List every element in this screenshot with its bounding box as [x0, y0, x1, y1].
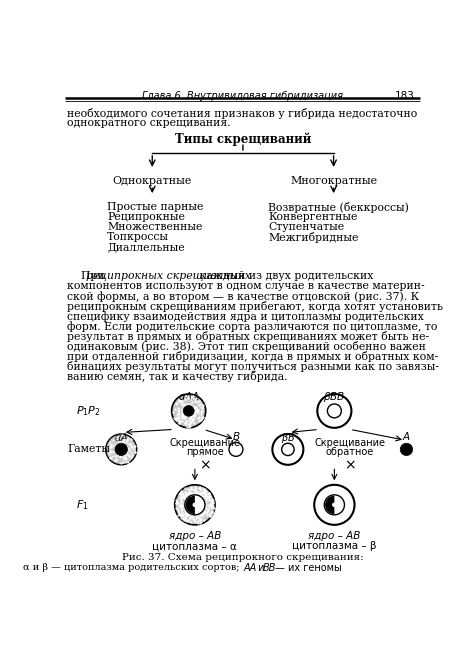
Text: ванию семян, так и качеству гибрида.: ванию семян, так и качеству гибрида.: [67, 371, 288, 382]
Circle shape: [400, 444, 413, 456]
Text: Глава 6. Внутривидовая гибридизация: Глава 6. Внутривидовая гибридизация: [142, 90, 344, 100]
Circle shape: [229, 442, 243, 456]
Circle shape: [175, 485, 215, 525]
Text: AA: AA: [244, 563, 257, 573]
Text: реципрокным скрещиваниям прибегают, когда хотят установить: реципрокным скрещиваниям прибегают, когд…: [67, 301, 443, 312]
Text: одинаковым (рис. 38). Этот тип скрещиваний особенно важен: одинаковым (рис. 38). Этот тип скрещиван…: [67, 341, 426, 352]
Text: $\beta B$: $\beta B$: [281, 431, 295, 445]
Circle shape: [115, 444, 128, 456]
Circle shape: [185, 495, 205, 515]
Text: Топкроссы: Топкроссы: [107, 232, 169, 242]
Text: Реципрокные: Реципрокные: [107, 212, 185, 222]
Text: Гаметы: Гаметы: [67, 444, 110, 454]
Text: форм. Если родительские сорта различаются по цитоплазме, то: форм. Если родительские сорта различаютс…: [67, 321, 438, 332]
Text: Ступенчатые: Ступенчатые: [268, 222, 345, 232]
Text: A: A: [403, 432, 410, 442]
Text: Межгибридные: Межгибридные: [268, 232, 359, 243]
Text: при отдаленной гибридизации, когда в прямых и обратных ком-: при отдаленной гибридизации, когда в пря…: [67, 351, 438, 362]
Text: ской формы, а во втором — в качестве отцовской (рис. 37). К: ской формы, а во втором — в качестве отц…: [67, 291, 419, 301]
Text: компонентов используют в одном случае в качестве материн-: компонентов используют в одном случае в …: [67, 281, 425, 291]
Text: цитоплазма – α: цитоплазма – α: [153, 541, 237, 551]
Text: Многократные: Многократные: [290, 176, 377, 186]
Text: прямое: прямое: [186, 447, 224, 457]
Text: ×: ×: [199, 459, 211, 473]
Text: Конвергентные: Конвергентные: [268, 212, 358, 222]
Text: $P_1P_2$: $P_1P_2$: [76, 404, 101, 418]
Circle shape: [172, 394, 206, 428]
Text: результат в прямых и обратных скрещиваниях может быть не-: результат в прямых и обратных скрещивани…: [67, 331, 429, 342]
Text: Скрещивание: Скрещивание: [169, 438, 240, 448]
Circle shape: [324, 495, 345, 515]
Text: $\beta BB$: $\beta BB$: [323, 390, 346, 404]
Text: цитоплазма – β: цитоплазма – β: [292, 541, 377, 551]
Text: каждый из двух родительских: каждый из двух родительских: [196, 271, 373, 281]
Circle shape: [314, 485, 355, 525]
Text: ядро – AB: ядро – AB: [308, 531, 361, 541]
Circle shape: [332, 503, 337, 507]
Text: ядро – AB: ядро – AB: [169, 531, 221, 541]
Text: специфику взаимодействия ядра и цитоплазмы родительских: специфику взаимодействия ядра и цитоплаз…: [67, 311, 424, 322]
Text: 183: 183: [394, 90, 414, 100]
Circle shape: [328, 404, 341, 418]
Circle shape: [183, 406, 194, 416]
Text: Диаллельные: Диаллельные: [107, 242, 185, 252]
Text: $\alpha A$: $\alpha A$: [114, 431, 128, 443]
Text: Типы скрещиваний: Типы скрещиваний: [175, 132, 311, 146]
Circle shape: [273, 434, 303, 465]
Text: однократного скрещивания.: однократного скрещивания.: [67, 118, 231, 128]
Text: Рис. 37. Схема реципрокного скрещивания:: Рис. 37. Схема реципрокного скрещивания:: [122, 553, 364, 561]
Circle shape: [282, 444, 294, 456]
Text: Возвратные (беккроссы): Возвратные (беккроссы): [268, 202, 410, 213]
Text: реципрокных скрещиваниях: реципрокных скрещиваниях: [86, 271, 251, 281]
Text: B: B: [232, 432, 239, 442]
Circle shape: [192, 503, 197, 507]
Text: ×: ×: [344, 459, 356, 473]
Text: Простые парные: Простые парные: [107, 202, 204, 212]
Circle shape: [317, 394, 351, 428]
Circle shape: [106, 434, 137, 465]
Text: Множественные: Множественные: [107, 222, 203, 232]
Text: бинациях результаты могут получиться разными как по завязы-: бинациях результаты могут получиться раз…: [67, 361, 439, 372]
Wedge shape: [325, 495, 334, 514]
Text: BB: BB: [262, 563, 276, 573]
Text: $F_1$: $F_1$: [76, 498, 89, 512]
Text: Скрещивание: Скрещивание: [314, 438, 385, 448]
Wedge shape: [186, 495, 195, 514]
Text: обратное: обратное: [326, 447, 374, 457]
Text: $\alpha AA$: $\alpha AA$: [177, 390, 200, 402]
Text: При: При: [67, 271, 108, 281]
Text: Однократные: Однократные: [112, 176, 192, 186]
Text: и: и: [255, 563, 267, 573]
Text: — их геномы: — их геномы: [272, 563, 341, 573]
Text: необходимого сочетания признаков у гибрида недостаточно: необходимого сочетания признаков у гибри…: [67, 108, 417, 118]
Text: α и β — цитоплазма родительских сортов;: α и β — цитоплазма родительских сортов;: [23, 563, 243, 572]
